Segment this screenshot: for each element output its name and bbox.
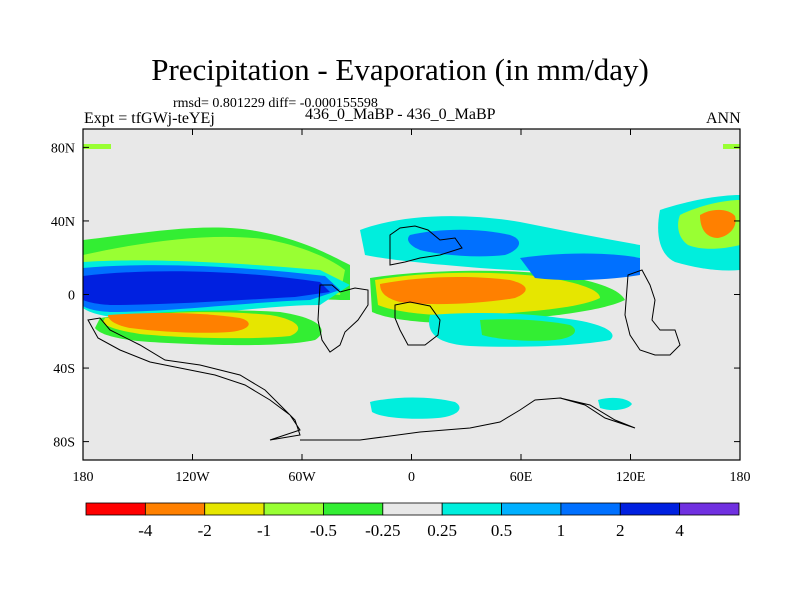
x-tick-label: 120E: [616, 470, 646, 485]
colorbar-label: -0.25: [365, 521, 400, 540]
colorbar-swatch: [144, 502, 206, 516]
x-tick-label: 180: [73, 470, 94, 485]
colorbar-swatch: [560, 502, 621, 516]
so-cyan: [370, 397, 460, 419]
chart-title: Precipitation - Evaporation (in mm/day): [151, 52, 649, 87]
colorbar-swatch: [204, 502, 265, 516]
y-tick-label: 0: [68, 289, 75, 304]
arctic-wet-right: [723, 144, 740, 149]
season-label: ANN: [706, 110, 741, 127]
x-tick-label: 60E: [510, 470, 533, 485]
x-tick-label: 0: [408, 470, 415, 485]
outline-west-landmass: [317, 284, 369, 353]
colorbar-label: -2: [198, 521, 212, 540]
colorbar-label: 0.25: [427, 521, 457, 540]
colorbar-label: -1: [257, 521, 271, 540]
colorbar-label: -0.5: [310, 521, 337, 540]
experiment-label: Expt = tfGWj-teYEj: [84, 110, 215, 127]
colorbar-label: 1: [557, 521, 566, 540]
colorbar-swatch: [619, 502, 681, 516]
outline-east-landmass: [624, 269, 681, 356]
atl-orange: [380, 276, 526, 305]
outline-central-landmass: [394, 301, 441, 346]
colorbar-label: 0.5: [491, 521, 512, 540]
eqpac-core: [83, 271, 330, 305]
colorbar-swatch: [501, 502, 562, 516]
y-tick-label: 40S: [53, 362, 75, 377]
indian-blue: [520, 253, 640, 281]
y-tick-label: 80S: [53, 436, 75, 451]
colorbar-swatch: [382, 502, 443, 516]
arctic-wet-left: [83, 144, 111, 149]
x-tick-label: 60W: [288, 470, 316, 485]
so-cyan-east: [598, 397, 632, 411]
colorbar: -4 -2 -1 -0.5 -0.25 0.25 0.5 1 2 4: [85, 502, 740, 540]
colorbar-label: -4: [138, 521, 153, 540]
y-tick-label: 40N: [51, 215, 75, 230]
colorbar-swatch: [323, 502, 384, 516]
y-tick-label: 80N: [51, 141, 75, 156]
colorbar-swatch: [679, 502, 740, 516]
x-tick-label: 180: [730, 470, 751, 485]
colorbar-label: 2: [616, 521, 625, 540]
outline-south-landmass: [87, 317, 301, 441]
outline-north-landmass: [389, 225, 463, 266]
satl-green: [480, 319, 575, 341]
wpac-orange: [700, 209, 736, 238]
colorbar-swatch: [85, 502, 146, 516]
outline-antarctic: [300, 397, 636, 441]
colorbar-swatch: [263, 502, 324, 516]
spac-orange: [108, 313, 249, 333]
land-outline: [87, 225, 681, 441]
case-label: 436_0_MaBP - 436_0_MaBP: [305, 106, 496, 123]
colorbar-label: 4: [675, 521, 684, 540]
x-tick-label: 120W: [175, 470, 210, 485]
colorbar-swatch: [441, 502, 502, 516]
stats-text: rmsd= 0.801229 diff= -0.000155598: [173, 96, 378, 111]
axes: 180 120W 60W 0 60E 120E 180 80N 40N 0 40S 80S: [51, 129, 751, 485]
